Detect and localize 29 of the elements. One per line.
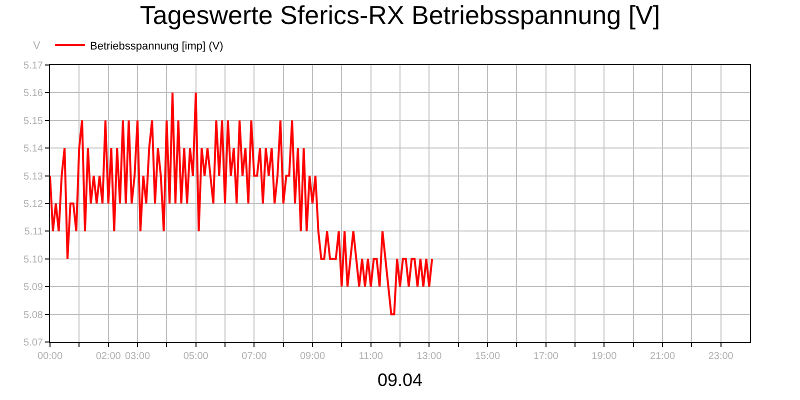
x-tick-label: 05:00 — [183, 351, 209, 362]
y-tick-label: 5.13 — [24, 171, 44, 182]
x-tick-label: 23:00 — [708, 351, 734, 362]
x-tick-label: 03:00 — [124, 351, 150, 362]
x-tick-label: 13:00 — [416, 351, 442, 362]
y-tick-label: 5.09 — [24, 282, 44, 294]
y-tick-label: 5.14 — [24, 144, 44, 155]
y-tick-label: 5.12 — [24, 199, 44, 210]
chart-title: Tageswerte Sferics-RX Betriebsspannung [V] — [140, 0, 660, 30]
x-tick-label: 21:00 — [650, 351, 676, 362]
x-tick-label: 02:00 — [96, 351, 122, 362]
x-tick-label: 17:00 — [533, 351, 559, 362]
y-tick-label: 5.11 — [24, 226, 44, 238]
line-series — [50, 92, 434, 316]
y-axis-title: V — [33, 40, 41, 52]
y-tick-label: 5.08 — [24, 310, 44, 321]
y-tick-label: 5.17 — [24, 60, 44, 72]
legend-label: Betriebsspannung [imp] (V) — [90, 40, 224, 52]
x-tick-label: 11:00 — [358, 351, 384, 362]
y-tick-label: 5.16 — [24, 88, 44, 100]
x-tick-label: 07:00 — [242, 351, 268, 362]
x-tick-label: 00:00 — [37, 351, 63, 362]
x-tick-label: 19:00 — [592, 351, 618, 362]
y-tick-label: 5.10 — [24, 254, 44, 266]
x-tick-label: 15:00 — [474, 351, 500, 362]
y-tick-label: 5.15 — [24, 116, 44, 127]
x-tick-label: 09:00 — [300, 351, 326, 362]
x-axis-title: 09.04 — [377, 370, 423, 390]
y-tick-label: 5.07 — [24, 338, 44, 348]
